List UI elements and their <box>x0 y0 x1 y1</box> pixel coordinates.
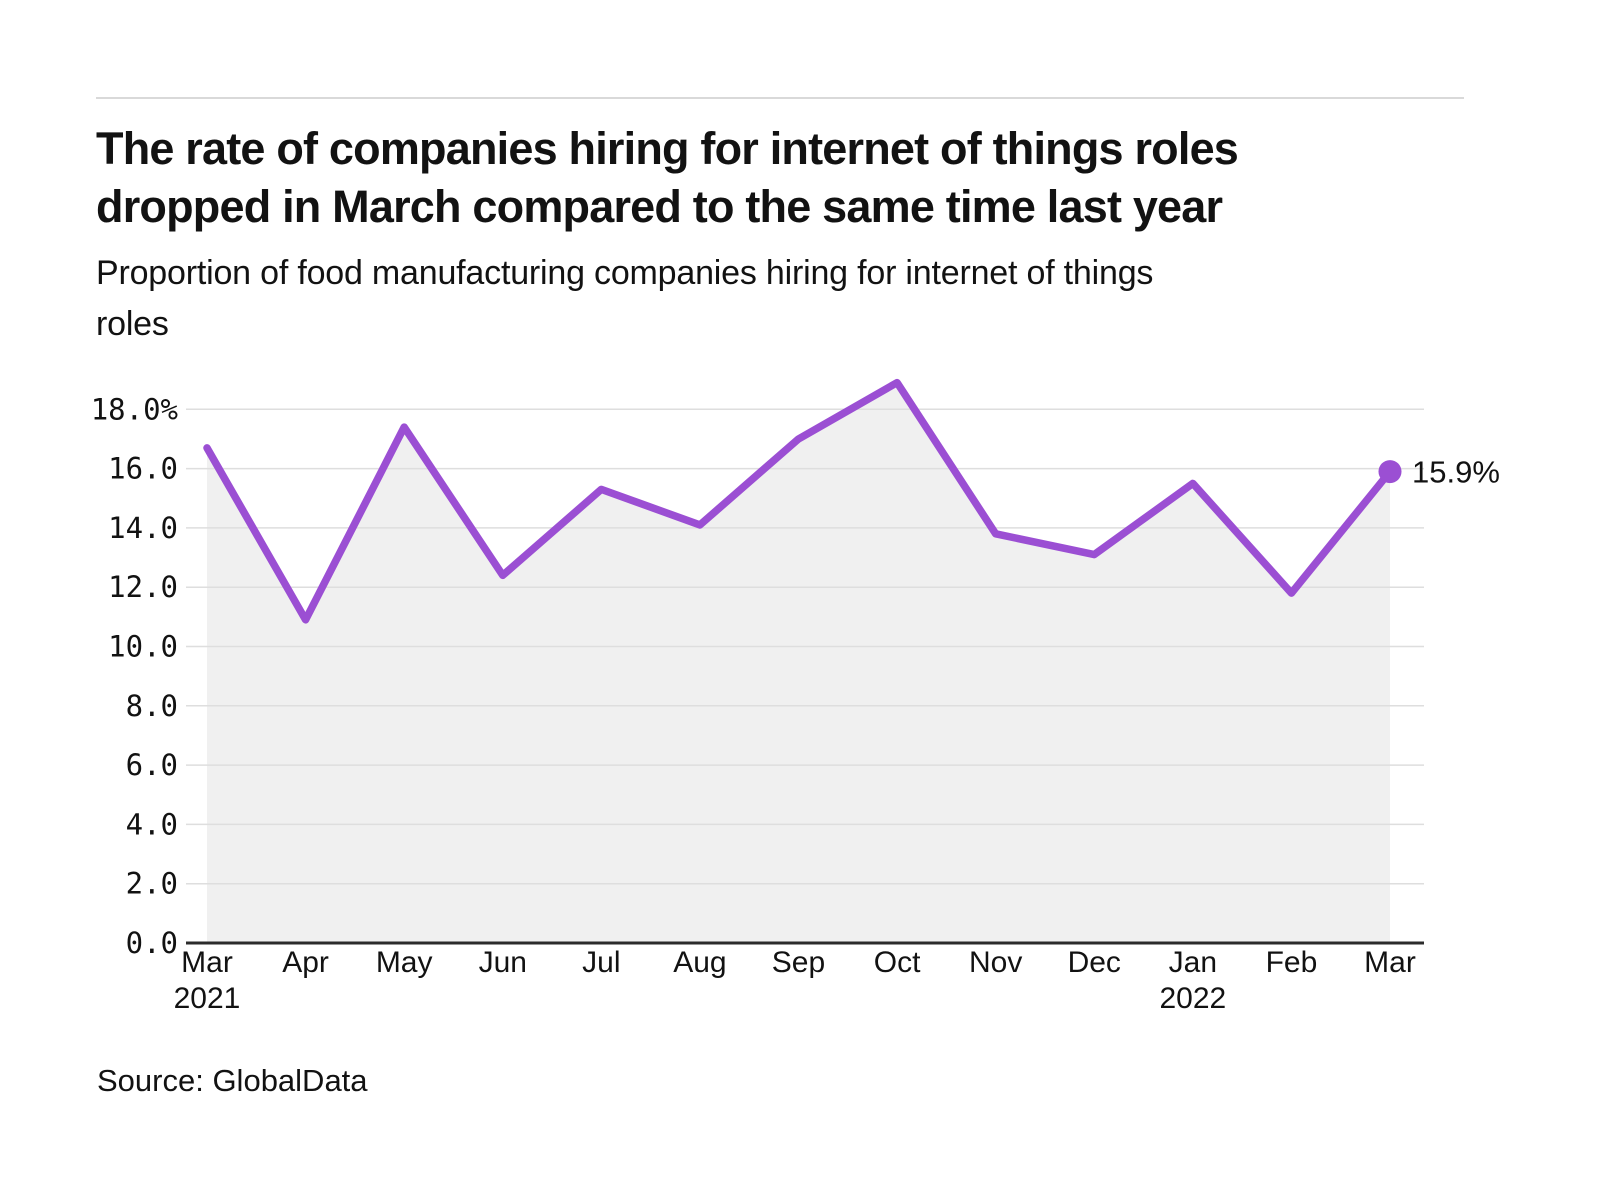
y-tick-label: 12.0 <box>108 570 178 604</box>
source-text: Source: GlobalData <box>97 1063 368 1098</box>
x-tick-label: Nov <box>969 946 1022 979</box>
x-tick-label: Feb <box>1266 946 1318 979</box>
x-tick-label: Jan <box>1169 946 1217 979</box>
end-point-label: 15.9% <box>1412 455 1500 490</box>
y-tick-label: 14.0 <box>108 511 178 545</box>
x-tick-label: Aug <box>673 946 726 979</box>
x-tick-label: Sep <box>772 946 825 979</box>
x-tick-year-label: 2022 <box>1159 982 1226 1015</box>
chart-subtitle-line-1: Proportion of food manufacturing compani… <box>96 254 1154 292</box>
x-tick-label: Mar <box>181 946 233 979</box>
y-tick-label: 16.0 <box>108 452 178 486</box>
chart-title-line-1: The rate of companies hiring for interne… <box>96 123 1239 174</box>
y-tick-label: 2.0 <box>126 867 178 901</box>
chart-subtitle-line-2: roles <box>96 305 169 343</box>
top-divider <box>96 97 1464 99</box>
series-line <box>203 378 1394 624</box>
x-tick-label: May <box>376 946 433 979</box>
chart-title: The rate of companies hiring for interne… <box>96 120 1516 236</box>
line-chart: 18.0% 16.0 14.0 12.0 10.0 8.0 6.0 4.0 2.0 0.0 15.9… <box>0 360 1600 1020</box>
chart-title-line-2: dropped in March compared to the same ti… <box>96 181 1223 232</box>
chart-area <box>207 382 1390 943</box>
chart-subtitle: Proportion of food manufacturing compani… <box>96 248 1516 350</box>
x-tick-label: Apr <box>282 946 329 979</box>
x-tick-year-label: 2021 <box>174 982 241 1015</box>
y-tick-label: 8.0 <box>126 689 178 723</box>
x-tick-label: Jul <box>582 946 620 979</box>
x-tick-label: Dec <box>1068 946 1121 979</box>
y-tick-label: 18.0% <box>91 392 178 426</box>
line-chart-canvas: 18.0% 16.0 14.0 12.0 10.0 8.0 6.0 4.0 2.0 0.0 15.9… <box>91 378 1500 1015</box>
y-tick-label: 0.0 <box>126 926 178 960</box>
x-tick-label: Mar <box>1364 946 1416 979</box>
y-tick-label: 10.0 <box>108 630 178 664</box>
y-tick-label: 6.0 <box>126 748 178 782</box>
x-tick-label: Oct <box>874 946 921 979</box>
y-tick-label: 4.0 <box>126 807 178 841</box>
x-tick-label: Jun <box>479 946 527 979</box>
end-point-marker <box>1378 460 1402 484</box>
